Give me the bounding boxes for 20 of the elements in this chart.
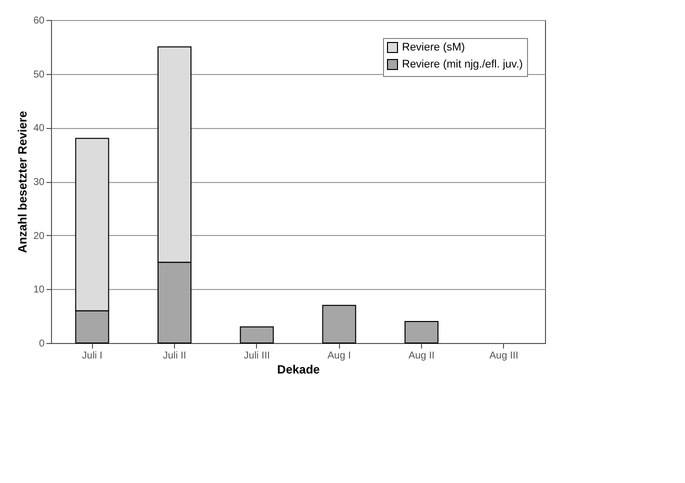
x-tick-label: Aug III: [489, 350, 518, 362]
y-tick-label: 10: [33, 284, 45, 296]
x-tick-label: Juli II: [162, 350, 186, 362]
x-tick-label: Juli I: [82, 350, 102, 362]
y-axis-title: Anzahl besetzter Reviere: [15, 110, 30, 254]
y-tick-label: 60: [33, 16, 45, 26]
x-tick-label: Aug I: [327, 350, 351, 362]
legend-label: Reviere (mit njg./efl. juv.): [402, 58, 523, 70]
y-tick-label: 40: [33, 123, 45, 134]
legend-label: Reviere (sM): [402, 42, 465, 54]
x-tick-label: Juli III: [244, 350, 270, 362]
bar: [322, 304, 356, 344]
y-tick-label: 20: [33, 230, 45, 242]
x-tick-label: Aug II: [408, 350, 435, 362]
y-tick-label: 30: [33, 177, 45, 188]
y-tick-label: 50: [33, 69, 45, 80]
x-axis-title: Dekade: [277, 362, 320, 376]
bar: [404, 320, 438, 344]
y-tick-label: 0: [38, 338, 45, 350]
bar: [240, 326, 274, 344]
